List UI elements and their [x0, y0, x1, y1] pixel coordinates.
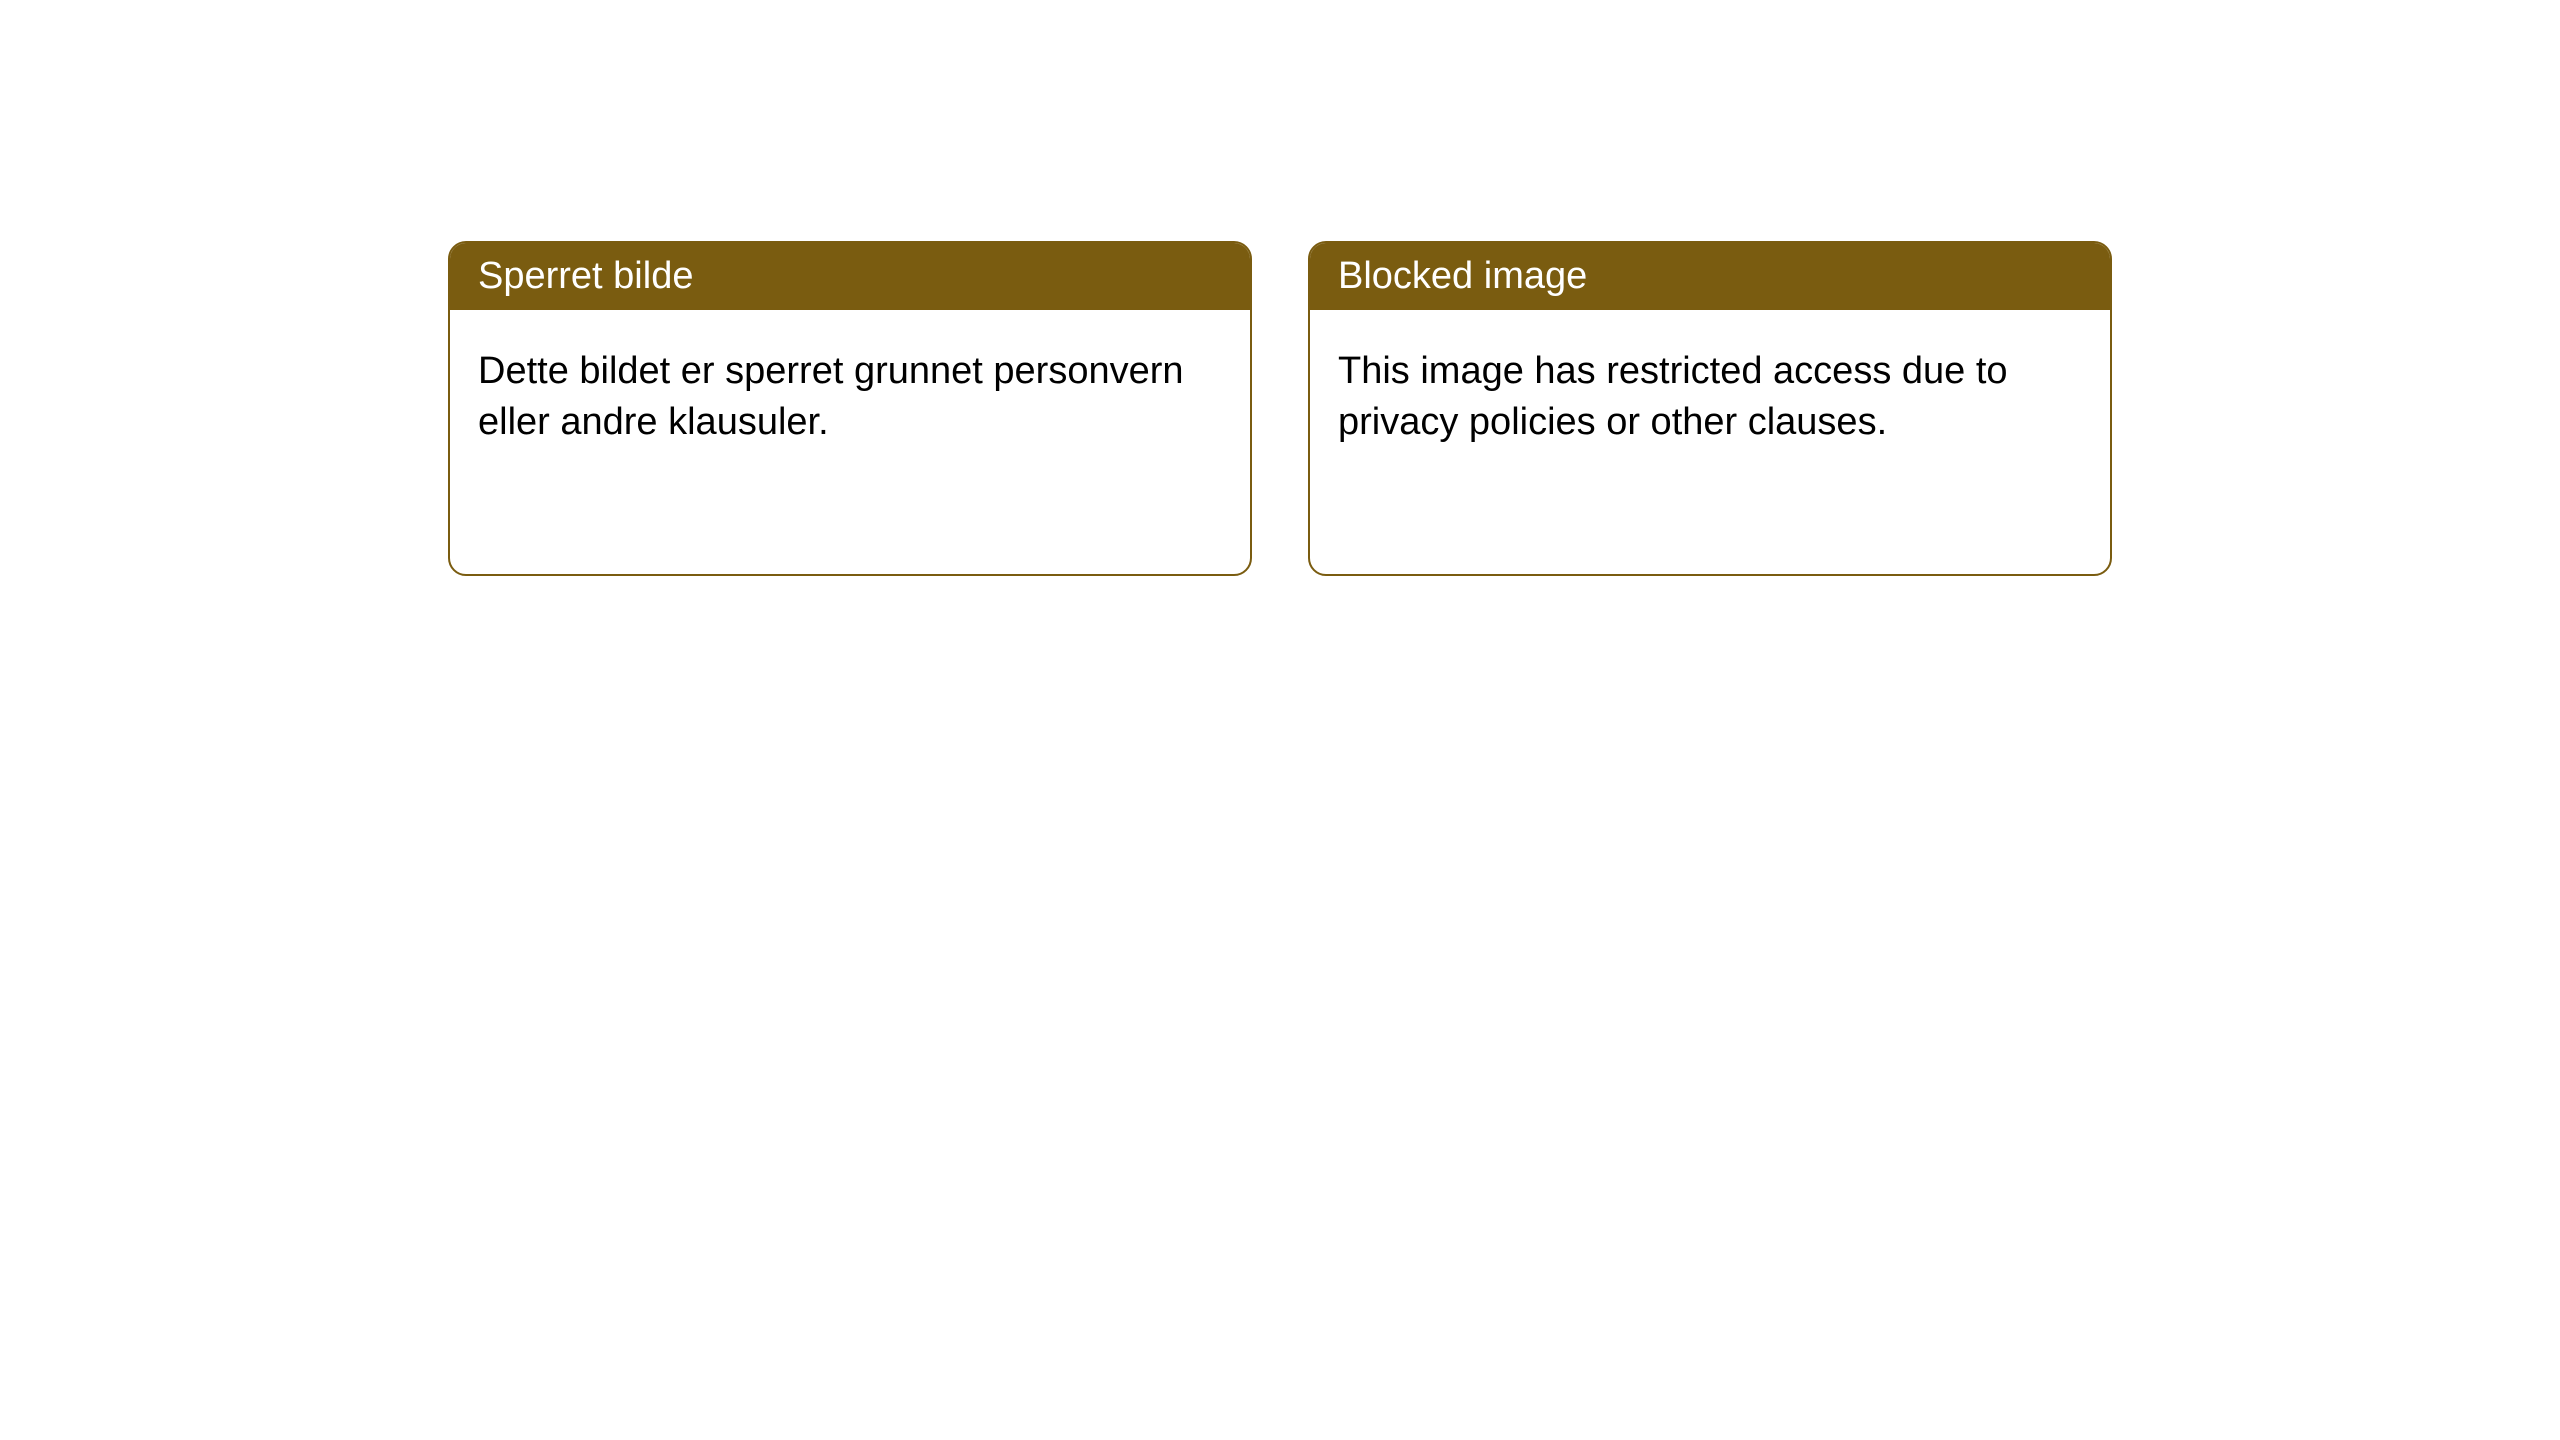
notice-card-title: Sperret bilde: [450, 243, 1250, 310]
notice-card-body: This image has restricted access due to …: [1310, 310, 2110, 485]
notice-card-norwegian: Sperret bilde Dette bildet er sperret gr…: [448, 241, 1252, 576]
notice-card-title: Blocked image: [1310, 243, 2110, 310]
notice-card-body: Dette bildet er sperret grunnet personve…: [450, 310, 1250, 485]
notice-card-english: Blocked image This image has restricted …: [1308, 241, 2112, 576]
notice-cards-container: Sperret bilde Dette bildet er sperret gr…: [448, 241, 2112, 576]
